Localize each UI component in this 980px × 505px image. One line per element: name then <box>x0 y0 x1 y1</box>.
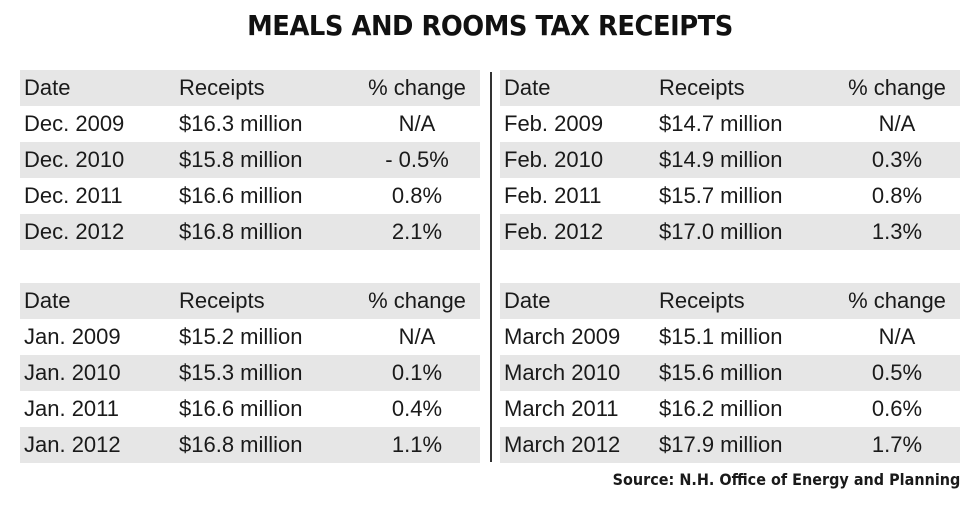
cell-receipts: $14.7 million <box>659 111 783 136</box>
column-header-date: Date <box>500 70 659 106</box>
cell-date: Jan. 2010 <box>20 355 179 391</box>
cell-date: Dec. 2012 <box>20 214 179 250</box>
cell-receipts: $16.6 million <box>179 183 303 208</box>
page-title: MEALS AND ROOMS TAX RECEIPTS <box>247 9 733 42</box>
cell-date: Feb. 2012 <box>500 214 659 250</box>
cell-change: - 0.5% <box>354 142 480 178</box>
cell-date: Feb. 2011 <box>504 183 602 208</box>
cell-change: 0.1% <box>354 355 480 391</box>
column-header-change: % change <box>834 70 960 106</box>
table-row: Dec. 2012 $16.8 million 2.1% <box>20 214 480 250</box>
table-row: Feb. 2012 $17.0 million 1.3% <box>500 214 960 250</box>
table-row: March 2009 $15.1 million N/A <box>500 319 960 355</box>
column-header-receipts: Receipts <box>659 283 834 319</box>
column-header-change: % change <box>834 283 960 319</box>
table-header-row: Date Receipts % change <box>500 70 960 106</box>
cell-receipts: $15.7 million <box>659 183 783 208</box>
table-row: Jan. 2010 $15.3 million 0.1% <box>20 355 480 391</box>
cell-change: 0.6% <box>871 396 923 421</box>
cell-receipts: $17.9 million <box>659 427 834 463</box>
table-december: Date Receipts % change Dec. 2009 $16.3 m… <box>20 70 480 250</box>
column-header-receipts: Receipts <box>179 70 354 106</box>
table-january: Date Receipts % change Jan. 2009 $15.2 m… <box>20 283 480 463</box>
table-march: Date Receipts % change March 2009 $15.1 … <box>500 283 960 463</box>
cell-receipts: $14.9 million <box>659 142 834 178</box>
source-credit: Source: N.H. Office of Energy and Planni… <box>612 470 960 489</box>
cell-receipts: $15.2 million <box>179 324 303 349</box>
table-row: Dec. 2010 $15.8 million - 0.5% <box>20 142 480 178</box>
cell-date: Feb. 2009 <box>504 111 604 136</box>
column-header-change: % change <box>354 283 480 319</box>
cell-change: N/A <box>878 324 916 349</box>
cell-change: 0.8% <box>871 183 923 208</box>
table-header-row: Date Receipts % change <box>20 283 480 319</box>
table-row: Jan. 2012 $16.8 million 1.1% <box>20 427 480 463</box>
cell-change: N/A <box>398 324 436 349</box>
column-header-receipts: Receipts <box>659 70 834 106</box>
table-february: Date Receipts % change Feb. 2009 $14.7 m… <box>500 70 960 250</box>
table-row: Feb. 2010 $14.9 million 0.3% <box>500 142 960 178</box>
cell-change: 0.8% <box>391 183 443 208</box>
table-row: Dec. 2011 $16.6 million 0.8% <box>20 178 480 214</box>
column-header-date: Date <box>20 70 179 106</box>
cell-change: 1.7% <box>834 427 960 463</box>
cell-date: Jan. 2009 <box>24 324 121 349</box>
cell-date: Jan. 2012 <box>20 427 179 463</box>
cell-receipts: $16.6 million <box>179 396 303 421</box>
cell-change: 0.4% <box>391 396 443 421</box>
cell-date: Jan. 2011 <box>24 396 120 421</box>
cell-receipts: $16.8 million <box>179 214 354 250</box>
column-header-date: Date <box>20 283 179 319</box>
cell-date: March 2012 <box>500 427 659 463</box>
cell-change: 0.5% <box>834 355 960 391</box>
column-header-receipts: Receipts <box>179 283 354 319</box>
cell-receipts: $15.3 million <box>179 355 354 391</box>
cell-change: N/A <box>398 111 436 136</box>
table-divider <box>490 72 492 462</box>
cell-receipts: $17.0 million <box>659 214 834 250</box>
cell-date: March 2010 <box>500 355 659 391</box>
table-row: March 2010 $15.6 million 0.5% <box>500 355 960 391</box>
table-header-row: Date Receipts % change <box>20 70 480 106</box>
cell-receipts: $16.2 million <box>659 396 783 421</box>
cell-date: Dec. 2009 <box>24 111 125 136</box>
column-header-date: Date <box>500 283 659 319</box>
cell-receipts: $16.3 million <box>179 111 303 136</box>
cell-change: 1.3% <box>834 214 960 250</box>
table-header-row: Date Receipts % change <box>500 283 960 319</box>
table-row: Jan. 2009 $15.2 million N/A <box>20 319 480 355</box>
cell-receipts: $15.6 million <box>659 355 834 391</box>
cell-receipts: $16.8 million <box>179 427 354 463</box>
cell-date: Feb. 2010 <box>500 142 659 178</box>
table-row: March 2011 $16.2 million 0.6% <box>500 391 960 427</box>
cell-change: 0.3% <box>834 142 960 178</box>
table-row: Dec. 2009 $16.3 million N/A <box>20 106 480 142</box>
table-row: March 2012 $17.9 million 1.7% <box>500 427 960 463</box>
cell-change: N/A <box>878 111 916 136</box>
table-row: Jan. 2011 $16.6 million 0.4% <box>20 391 480 427</box>
cell-receipts: $15.8 million <box>179 142 354 178</box>
cell-date: Dec. 2011 <box>24 183 123 208</box>
cell-date: March 2009 <box>504 324 621 349</box>
column-header-change: % change <box>354 70 480 106</box>
table-row: Feb. 2009 $14.7 million N/A <box>500 106 960 142</box>
cell-change: 2.1% <box>354 214 480 250</box>
cell-date: March 2011 <box>504 396 619 421</box>
cell-date: Dec. 2010 <box>20 142 179 178</box>
cell-change: 1.1% <box>354 427 480 463</box>
table-row: Feb. 2011 $15.7 million 0.8% <box>500 178 960 214</box>
cell-receipts: $15.1 million <box>659 324 783 349</box>
